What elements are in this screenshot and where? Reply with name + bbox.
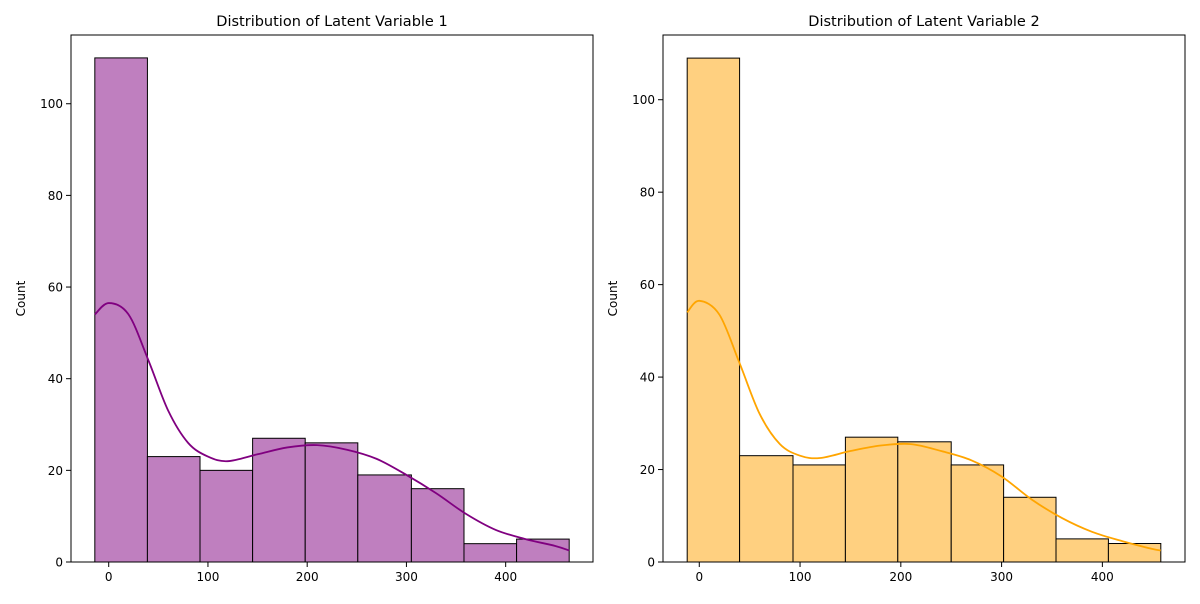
kde-line <box>686 299 1161 552</box>
x-axis-ticks: 0 100 200 300 400 <box>695 562 1114 584</box>
y-tick-label: 80 <box>640 186 655 200</box>
x-tick-label: 100 <box>196 570 219 584</box>
y-tick-label: 100 <box>632 93 655 107</box>
y-tick-label: 40 <box>48 372 63 386</box>
panel-latent-variable-2: 0 100 200 300 400 0 20 40 60 80 100 Distribution … <box>606 14 1186 584</box>
y-tick-label: 20 <box>640 463 655 477</box>
histogram-bar <box>463 543 518 563</box>
x-tick-label: 0 <box>695 570 703 584</box>
histogram-bar <box>252 437 306 563</box>
chart-title: Distribution of Latent Variable 1 <box>216 14 447 30</box>
y-axis-label: Count <box>14 280 28 316</box>
histogram-bar <box>792 464 846 563</box>
x-tick-label: 200 <box>296 570 319 584</box>
histogram-bar <box>1055 538 1109 563</box>
histogram-bar <box>357 474 412 563</box>
histogram-bar <box>94 57 148 563</box>
y-tick-label: 40 <box>640 371 655 385</box>
axes-border <box>662 34 1186 563</box>
histogram-bar <box>304 442 359 563</box>
y-axis-ticks: 0 20 40 60 80 100 <box>40 97 71 570</box>
histogram-bar <box>1003 496 1057 563</box>
x-tick-label: 300 <box>990 570 1013 584</box>
x-axis-ticks: 0 100 200 300 400 <box>105 562 517 584</box>
y-tick-label: 80 <box>48 189 63 203</box>
x-tick-label: 200 <box>889 570 912 584</box>
y-tick-label: 100 <box>40 97 63 111</box>
kde-line <box>94 302 570 552</box>
x-tick-label: 100 <box>789 570 812 584</box>
y-tick-label: 60 <box>640 278 655 292</box>
histogram-bar <box>844 436 899 563</box>
y-tick-label: 60 <box>48 281 63 295</box>
histogram-bar <box>897 441 952 563</box>
histogram-bar <box>950 464 1005 563</box>
axes-border <box>70 34 594 563</box>
chart-title: Distribution of Latent Variable 2 <box>808 14 1039 30</box>
histogram-bar <box>410 488 465 563</box>
y-axis-label: Count <box>606 280 620 316</box>
panel-latent-variable-1: 0 100 200 300 400 0 20 40 60 80 100 Distribution … <box>14 14 594 584</box>
y-tick-label: 20 <box>48 464 63 478</box>
histogram-bars <box>686 57 1162 563</box>
histogram-bars <box>94 57 570 563</box>
x-tick-label: 400 <box>1091 570 1114 584</box>
histogram-bar <box>686 57 741 563</box>
histogram-bar <box>199 469 254 563</box>
x-tick-label: 400 <box>494 570 517 584</box>
histogram-bar <box>1107 543 1162 563</box>
x-tick-label: 0 <box>105 570 113 584</box>
y-tick-label: 0 <box>55 556 63 570</box>
y-tick-label: 0 <box>647 556 655 570</box>
x-tick-label: 300 <box>395 570 418 584</box>
histogram-bar <box>146 456 201 563</box>
y-axis-ticks: 0 20 40 60 80 100 <box>632 93 663 570</box>
histogram-bar <box>739 455 794 563</box>
